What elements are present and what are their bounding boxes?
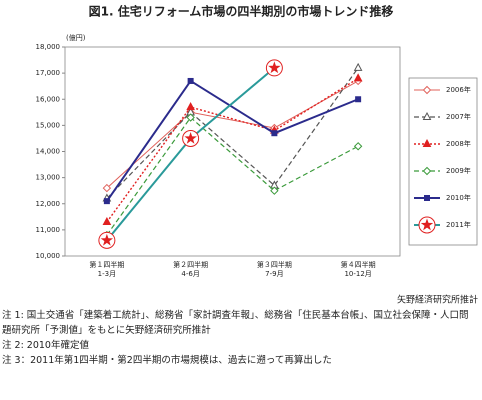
series-line <box>106 67 359 199</box>
marker <box>271 130 278 137</box>
y-tick-label: 18,000 <box>36 43 61 51</box>
y-unit: (億円) <box>66 33 86 42</box>
x-tick-sublabel: 7-9月 <box>265 270 283 278</box>
y-tick-label: 14,000 <box>36 148 61 156</box>
chart-title: 図1. 住宅リフォーム市場の四半期別の市場トレンド推移 <box>89 4 394 19</box>
legend-label: 2008年 <box>446 139 471 148</box>
series-line <box>106 80 359 189</box>
x-tick-sublabel: 10-12月 <box>344 270 371 278</box>
x-tick-sublabel: 1-3月 <box>98 270 116 278</box>
y-tick-label: 10,000 <box>36 252 61 260</box>
legend-label: 2006年 <box>446 85 471 94</box>
marker <box>102 183 112 193</box>
marker <box>422 138 432 147</box>
plot-frame <box>64 46 401 257</box>
marker <box>102 216 112 226</box>
marker-star <box>184 131 197 144</box>
marker <box>265 59 283 77</box>
marker <box>422 85 432 95</box>
marker-star <box>268 61 281 74</box>
marker <box>355 96 362 103</box>
series-line <box>106 116 359 236</box>
marker <box>353 142 363 151</box>
marker <box>353 62 363 71</box>
y-tick-label: 11,000 <box>36 226 61 234</box>
marker <box>418 216 436 234</box>
legend-label: 2007年 <box>446 112 471 121</box>
marker <box>424 195 430 201</box>
marker <box>186 102 195 111</box>
source: 矢野経済研究所推計 <box>397 294 478 306</box>
marker <box>270 186 279 195</box>
x-tick-label: 第４四半期 <box>341 260 376 269</box>
marker <box>422 166 432 176</box>
marker <box>186 113 195 122</box>
legend-box <box>408 77 478 246</box>
note: 注 1: 国土交通省「建築着工統計」、総務省「家計調査年報」、総務省「住民基本台… <box>2 310 469 336</box>
marker-star <box>420 218 434 231</box>
legend-label: 2010年 <box>446 193 471 202</box>
legend-label: 2011年 <box>446 220 471 229</box>
x-tick-label: 第１四半期 <box>89 260 124 269</box>
note: 注 2: 2010年確定値 <box>2 340 89 351</box>
x-tick-label: 第２四半期 <box>173 260 208 269</box>
legend-label: 2009年 <box>446 166 471 175</box>
marker <box>422 111 432 120</box>
notes: 注 1: 国土交通省「建築着工統計」、総務省「家計調査年報」、総務省「住民基本台… <box>2 308 478 368</box>
marker <box>187 77 194 84</box>
series-line <box>106 79 359 202</box>
marker <box>353 73 363 82</box>
marker <box>182 129 200 147</box>
note: 注 3：2011年第1四半期・第2四半期の市場規模は、過去に遡って再算出した <box>2 355 332 366</box>
x-tick-label: 第３四半期 <box>257 260 292 269</box>
marker <box>103 198 110 205</box>
marker <box>98 231 116 249</box>
marker-star <box>100 233 114 246</box>
y-tick-label: 17,000 <box>36 69 61 77</box>
y-tick-label: 12,000 <box>36 200 61 208</box>
series-line <box>106 67 276 241</box>
x-tick-sublabel: 4-6月 <box>181 270 199 278</box>
y-tick-label: 13,000 <box>36 174 61 182</box>
y-tick-label: 15,000 <box>36 121 61 129</box>
series-line <box>106 77 359 223</box>
y-tick-label: 16,000 <box>36 95 61 103</box>
chart: 図1. 住宅リフォーム市場の四半期別の市場トレンド推移 (億円) 矢野経済研究所… <box>36 4 479 306</box>
